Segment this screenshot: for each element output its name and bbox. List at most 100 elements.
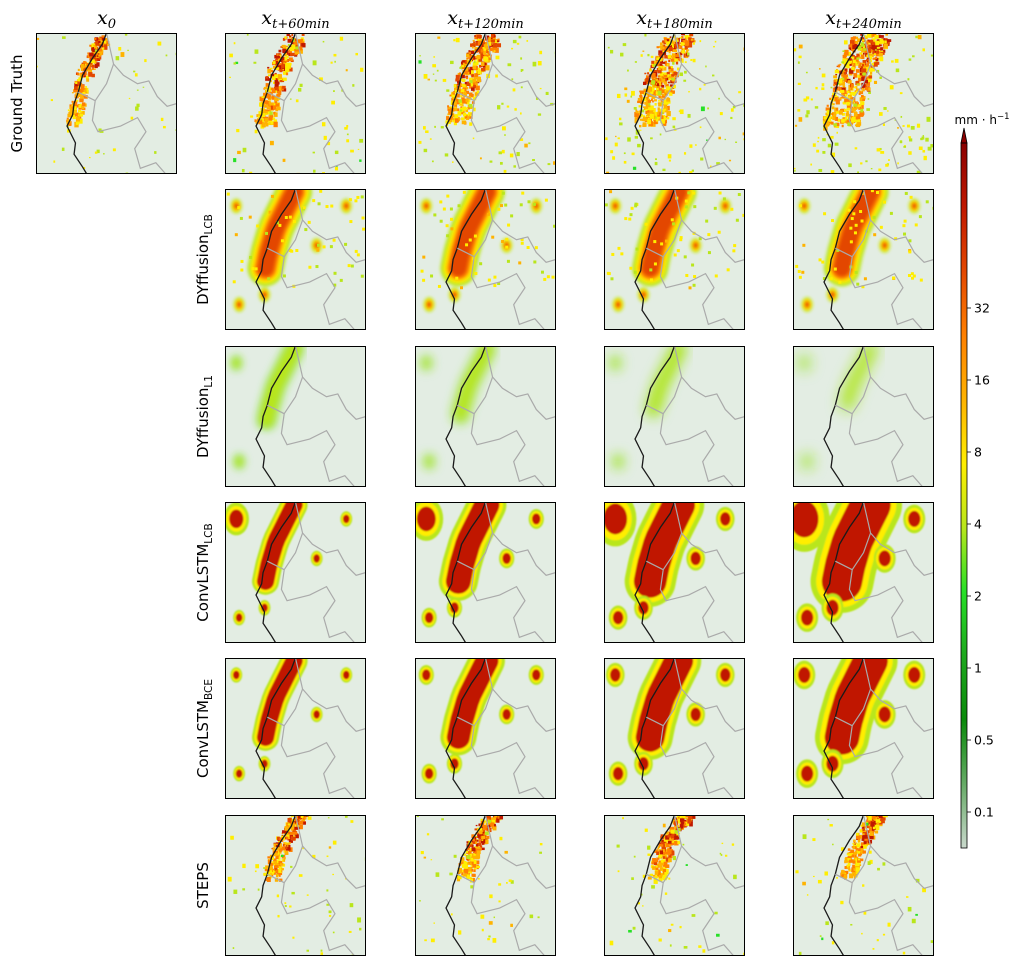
rain-cell	[251, 267, 255, 271]
rain-cell	[659, 55, 664, 61]
rain-cell	[672, 856, 676, 861]
rain-cell	[461, 73, 465, 79]
rain-cell	[818, 258, 822, 262]
panel-4-2	[415, 658, 556, 799]
rain-cell	[798, 117, 803, 122]
rain-cell	[907, 274, 911, 278]
rain-cell	[275, 869, 280, 874]
rain-cell	[499, 204, 503, 208]
rain-cell	[316, 243, 320, 247]
rain-cell	[302, 821, 306, 825]
rain-cell	[286, 834, 290, 837]
rain-cell	[471, 74, 475, 78]
rain-cell	[865, 832, 869, 835]
rain-cell	[265, 93, 270, 98]
rain-cell	[866, 63, 869, 68]
rain-cell	[287, 848, 291, 851]
rain-cell	[503, 169, 507, 173]
rain-cell	[730, 116, 733, 119]
rain-cell	[423, 148, 428, 153]
rain-cell	[832, 116, 836, 121]
rain-cell	[271, 96, 275, 100]
rain-cell	[287, 817, 292, 824]
rain-cell	[678, 171, 681, 174]
rain-cell	[670, 829, 675, 834]
rain-cell	[267, 859, 270, 861]
rain-cell	[692, 191, 696, 195]
rain-cell	[473, 234, 477, 238]
rain-cell	[446, 194, 450, 198]
rain-cell	[448, 106, 451, 110]
rain-cell	[463, 113, 467, 117]
rain-cell	[629, 266, 633, 270]
rain-cell	[69, 104, 73, 108]
rain-cell	[864, 72, 868, 76]
rain-cell	[485, 35, 490, 40]
rain-cell	[672, 117, 676, 121]
rain-cell	[868, 827, 872, 832]
coastline	[823, 815, 865, 956]
rain-cell	[472, 107, 476, 112]
rain-cell	[519, 138, 524, 141]
rain-cell	[661, 84, 665, 88]
rain-cell	[539, 50, 543, 55]
rain-cell	[281, 65, 285, 69]
rain-cell	[689, 822, 693, 827]
rain-cell	[516, 152, 520, 157]
rain-cell	[648, 80, 652, 83]
rain-cell	[274, 99, 278, 104]
rain-cell	[821, 937, 824, 941]
rain-cell	[261, 113, 265, 117]
rain-cell	[439, 200, 443, 204]
rain-blob	[342, 670, 350, 680]
rain-cell	[264, 878, 268, 881]
rain-cell	[98, 56, 102, 60]
rain-cell	[312, 199, 316, 203]
rain-cell	[524, 143, 528, 148]
rain-cell	[441, 818, 444, 821]
rain-cell	[817, 140, 819, 143]
panel-frame	[415, 815, 556, 956]
border-line	[484, 33, 556, 107]
panel-1-4	[793, 189, 934, 330]
rain-cell	[449, 207, 453, 211]
rain-cell	[801, 270, 805, 274]
rain-cell	[274, 77, 278, 81]
rain-cell	[76, 99, 79, 102]
rain-cell	[285, 846, 288, 850]
rain-cell	[843, 40, 848, 45]
rain-cell	[684, 36, 687, 40]
colorbar-tick-label: 0.1	[974, 805, 994, 820]
rain-cell	[254, 870, 257, 873]
rain-cell	[649, 105, 654, 111]
rain-cell	[457, 81, 460, 84]
rain-cell	[284, 826, 289, 831]
rain-cell	[359, 159, 362, 162]
rain-cell	[865, 839, 870, 846]
rain-cell	[93, 68, 96, 70]
rain-cell	[666, 117, 670, 120]
coastline	[823, 502, 865, 643]
rain-cell	[844, 68, 847, 71]
rain-cell	[68, 111, 73, 118]
rain-cell	[270, 73, 275, 78]
rain-cell	[418, 60, 422, 64]
rain-cell	[665, 857, 669, 862]
rain-cell	[510, 923, 513, 927]
rain-cell	[644, 33, 647, 37]
rain-cell	[461, 120, 467, 125]
rain-cell	[903, 232, 907, 236]
rain-cell	[888, 159, 890, 161]
rain-cell	[282, 274, 286, 278]
rain-cell	[639, 90, 645, 94]
rain-cell	[288, 215, 292, 219]
rain-cell	[700, 157, 704, 161]
rain-cell	[869, 834, 874, 840]
rain-cell	[300, 37, 304, 40]
rain-cell	[707, 107, 710, 110]
rain-cell	[670, 850, 675, 856]
rain-cell	[459, 109, 463, 112]
panel-frame	[415, 658, 556, 799]
rain-cell	[466, 852, 469, 855]
rain-cell	[227, 876, 232, 882]
